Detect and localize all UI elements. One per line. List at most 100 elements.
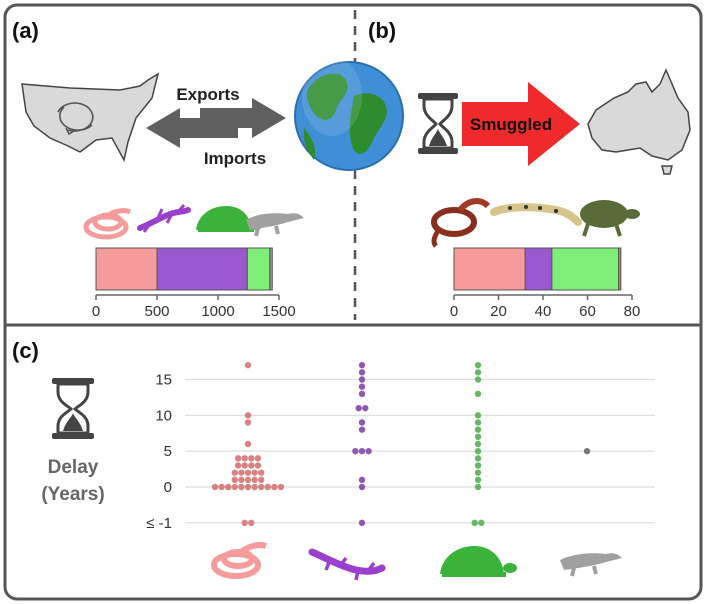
- data-point: [244, 476, 252, 484]
- y-tick-label: 10: [155, 407, 172, 424]
- lizard-icon-c: [308, 548, 386, 581]
- tick-label: 1000: [201, 303, 234, 320]
- data-point: [352, 447, 359, 455]
- tick-label: 500: [144, 303, 169, 320]
- lizard-icon-a: [137, 204, 191, 233]
- lizard-icon-b: [490, 203, 582, 226]
- data-point: [358, 361, 366, 369]
- turtle-icon-b: [580, 200, 640, 237]
- y-axis-c: 15 10 5 0 ≤ -1: [146, 372, 172, 532]
- y-tick-label: 5: [164, 443, 172, 460]
- data-point: [241, 462, 248, 469]
- data-point: [244, 469, 252, 476]
- turtle-icon-c: [440, 546, 517, 577]
- data-point: [471, 519, 478, 527]
- data-point: [211, 483, 219, 491]
- data-point: [474, 483, 482, 491]
- data-point: [231, 469, 238, 476]
- panel-label-c: (c): [12, 338, 39, 363]
- y-tick-label: ≤ -1: [146, 515, 172, 532]
- x-axis-b: 0 20 40 60 80: [450, 294, 640, 320]
- data-point: [362, 404, 369, 412]
- data-point: [474, 369, 482, 376]
- y-tick-label: 0: [164, 479, 172, 496]
- tick-label: 60: [579, 303, 596, 320]
- data-point: [254, 455, 262, 462]
- bar-segment-3: [618, 247, 622, 291]
- bar-segment-0: [95, 247, 158, 291]
- snake-icon-c: [211, 542, 267, 579]
- data-point: [251, 476, 258, 484]
- data-point: [358, 447, 366, 455]
- trade-arrows: [146, 98, 286, 148]
- data-point: [241, 455, 248, 462]
- data-point: [474, 419, 482, 426]
- usa-map-icon: [21, 72, 160, 163]
- data-point: [358, 383, 366, 390]
- data-point: [474, 390, 482, 398]
- data-point: [244, 483, 252, 491]
- data-point: [478, 519, 485, 527]
- data-point: [231, 476, 238, 484]
- data-point: [474, 476, 482, 484]
- data-point: [358, 419, 366, 426]
- data-point: [251, 483, 258, 491]
- data-point: [218, 483, 225, 491]
- snake-icon-a: [83, 208, 132, 240]
- data-point: [358, 390, 366, 398]
- data-point: [358, 376, 366, 383]
- data-point: [474, 426, 482, 433]
- data-point: [277, 483, 285, 491]
- data-point: [258, 469, 265, 476]
- data-point: [474, 447, 482, 455]
- data-point: [474, 469, 482, 476]
- data-point: [264, 483, 271, 491]
- data-point: [244, 361, 252, 369]
- data-point: [358, 519, 366, 527]
- exports-label: Exports: [176, 85, 239, 104]
- bar-segment-1: [156, 247, 248, 291]
- data-point: [474, 361, 482, 369]
- data-point: [474, 433, 482, 441]
- x-axis-a: 0 500 1000 1500: [92, 294, 296, 320]
- dot-plot-grid: [185, 378, 655, 524]
- data-point: [251, 469, 258, 476]
- data-point: [583, 447, 591, 455]
- crocodile-icon-c: [560, 553, 622, 577]
- tick-label: 0: [92, 303, 100, 320]
- data-point: [258, 476, 265, 484]
- data-point: [474, 376, 482, 383]
- data-point: [474, 412, 482, 419]
- data-point: [474, 462, 482, 469]
- data-point: [474, 455, 482, 462]
- bar-segment-2: [246, 247, 271, 291]
- bar-segment-3: [269, 247, 273, 291]
- hourglass-icon-c: [52, 378, 94, 439]
- data-point: [271, 483, 278, 491]
- data-point: [248, 462, 255, 469]
- data-point: [248, 519, 255, 527]
- bar-segment-1: [524, 247, 553, 291]
- panel-label-b: (b): [368, 18, 396, 43]
- data-point: [244, 440, 252, 448]
- tick-label: 40: [535, 303, 552, 320]
- data-point: [238, 469, 245, 476]
- data-point: [355, 404, 362, 412]
- delay-label-line2: (Years): [41, 484, 104, 505]
- crocodile-icon-a: [246, 213, 304, 237]
- data-point: [358, 426, 366, 433]
- outer-frame: [3, 3, 703, 601]
- data-point: [244, 412, 252, 419]
- data-point: [244, 419, 252, 426]
- data-point: [254, 462, 262, 469]
- globe-icon: [294, 56, 404, 171]
- hourglass-icon: [418, 93, 458, 154]
- data-point: [238, 483, 245, 491]
- data-point: [234, 462, 242, 469]
- tick-label: 0: [450, 303, 458, 320]
- smuggled-label: Smuggled: [470, 115, 552, 134]
- data-point: [258, 483, 265, 491]
- bar-segment-2: [551, 247, 620, 291]
- panel-label-a: (a): [12, 18, 39, 43]
